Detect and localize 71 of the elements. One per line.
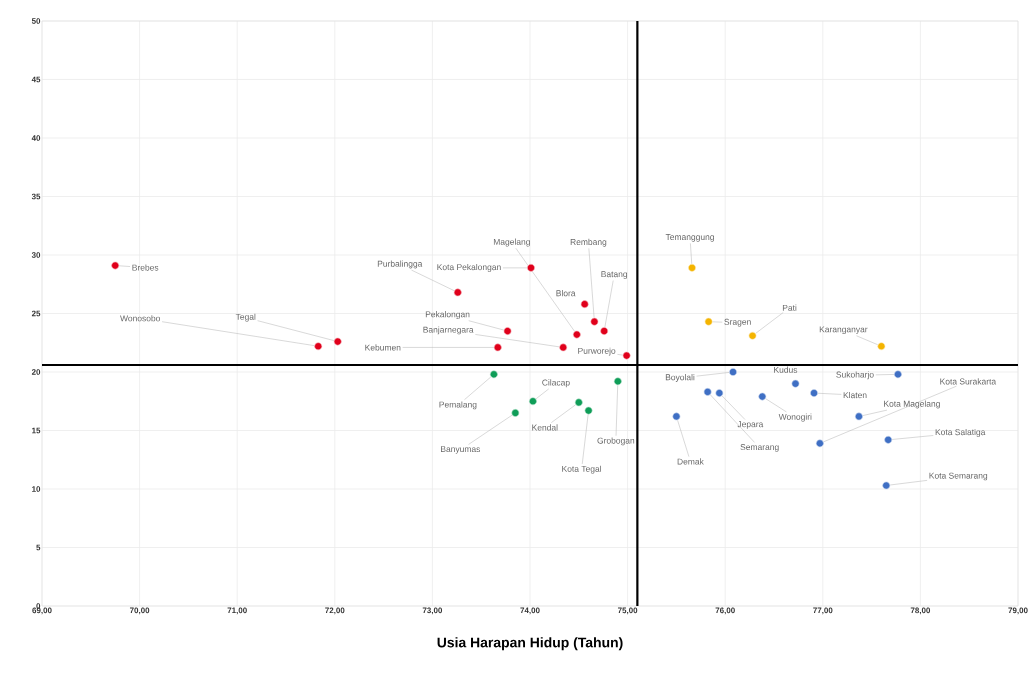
point (584, 406, 593, 415)
point (503, 327, 512, 335)
annotation: Blora (556, 290, 576, 297)
annotation: Sukoharjo (836, 371, 874, 380)
point (810, 389, 818, 397)
annotation: Temanggung (665, 234, 714, 242)
annotation: Purbalingga (377, 260, 423, 269)
annotation: Pati (782, 304, 797, 311)
annotation: Rembang (570, 238, 607, 247)
point (333, 337, 342, 346)
point (529, 397, 537, 406)
point (527, 263, 535, 272)
point (815, 439, 824, 448)
point (613, 377, 622, 386)
point (882, 481, 891, 490)
annotation: Banjarnegara (423, 326, 474, 335)
annotation: Kebumen (365, 344, 401, 351)
annotation: Jepara (737, 421, 764, 429)
point (511, 409, 520, 417)
annotation: Magelang (493, 238, 530, 247)
point (622, 351, 631, 360)
annotation: Wonosobo (120, 315, 161, 322)
point (574, 398, 583, 407)
point (791, 379, 800, 388)
point (688, 263, 696, 272)
annotation: Karanganyar (819, 326, 868, 335)
annotation: Brebes (132, 264, 159, 271)
point (672, 412, 681, 421)
annotation: Sragen (724, 318, 751, 327)
annotation: Purworejo (578, 347, 616, 356)
point (748, 331, 757, 340)
annotation: Tegal (235, 313, 256, 322)
point (855, 412, 863, 421)
point (704, 317, 713, 326)
point (453, 288, 462, 297)
annotation: Boyolali (665, 374, 695, 382)
annotation: Kota Magelang (884, 400, 940, 409)
point (758, 392, 767, 401)
annotation: Banyumas (441, 446, 481, 454)
annotation: Kota Semarang (929, 472, 988, 481)
annotation: Kota Salatiga (935, 428, 986, 437)
annotation: Pekalongan (425, 311, 470, 319)
annotation: Kudus (774, 366, 798, 373)
annotation: Kota Pekalongan (437, 263, 501, 272)
point (489, 370, 498, 379)
point (559, 343, 568, 352)
annotation: Demak (677, 458, 704, 465)
annotation: Kota Surakarta (940, 378, 997, 385)
point (580, 300, 589, 309)
point (600, 327, 609, 335)
point (572, 330, 581, 339)
point (493, 343, 502, 352)
point (314, 342, 323, 351)
annotation: Cilacap (542, 379, 570, 388)
annotation: Pemalang (439, 401, 477, 410)
point (729, 368, 737, 376)
annotation: Kota Tegal (562, 465, 602, 474)
point (590, 317, 599, 326)
annotation: Grobogan (597, 437, 635, 446)
x-axis-title: Usia Harapan Hidup (Tahun) (437, 637, 623, 651)
point (877, 342, 886, 351)
point (884, 435, 893, 444)
annotation: Wonogiri (778, 413, 812, 422)
point (111, 261, 120, 270)
point (703, 387, 712, 396)
annotation: Klaten (843, 391, 867, 399)
point (715, 389, 724, 397)
annotation: Semarang (740, 444, 779, 452)
point (894, 370, 902, 379)
annotation: Batang (601, 271, 628, 279)
annotation: Kendal (532, 424, 558, 431)
